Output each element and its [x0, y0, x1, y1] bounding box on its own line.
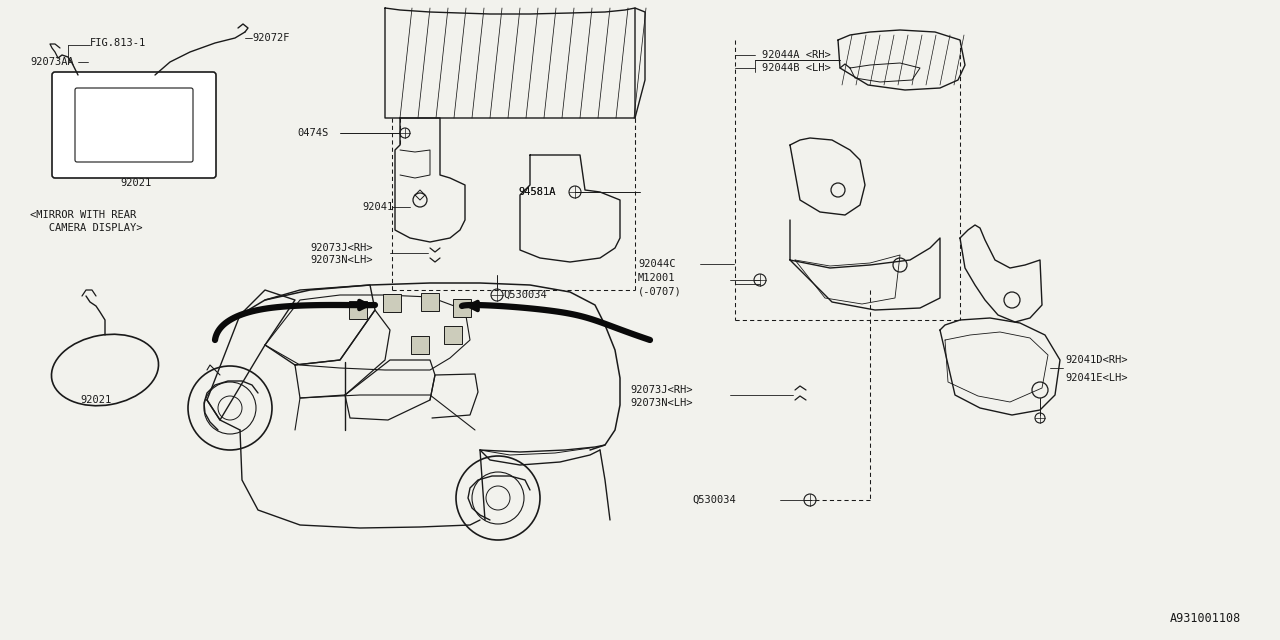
- Text: Q530034: Q530034: [503, 290, 547, 300]
- Text: 92073N<LH>: 92073N<LH>: [630, 398, 692, 408]
- Text: M12001: M12001: [637, 273, 676, 283]
- FancyBboxPatch shape: [52, 72, 216, 178]
- Text: 92044B <LH>: 92044B <LH>: [762, 63, 831, 73]
- Bar: [444, 326, 462, 344]
- Text: 0474S: 0474S: [297, 128, 328, 138]
- Text: 94581A: 94581A: [518, 187, 556, 197]
- Text: (-0707): (-0707): [637, 286, 682, 296]
- Text: 92073J<RH>: 92073J<RH>: [310, 243, 372, 253]
- Bar: [383, 294, 401, 312]
- Text: 92021: 92021: [79, 395, 111, 405]
- Text: 92041D<RH>: 92041D<RH>: [1065, 355, 1128, 365]
- Text: 92073AA: 92073AA: [29, 57, 74, 67]
- Text: A931001108: A931001108: [1170, 611, 1242, 625]
- Text: Q530034: Q530034: [692, 495, 736, 505]
- Text: CAMERA DISPLAY>: CAMERA DISPLAY>: [29, 223, 142, 233]
- Text: 92041: 92041: [362, 202, 393, 212]
- Text: 92073J<RH>: 92073J<RH>: [630, 385, 692, 395]
- Text: 92073N<LH>: 92073N<LH>: [310, 255, 372, 265]
- Text: 92041E<LH>: 92041E<LH>: [1065, 373, 1128, 383]
- Bar: [421, 293, 439, 311]
- Text: 92044A <RH>: 92044A <RH>: [762, 50, 831, 60]
- Text: 92021: 92021: [120, 178, 151, 188]
- Text: 92044C: 92044C: [637, 259, 676, 269]
- Bar: [411, 336, 429, 354]
- Text: <MIRROR WITH REAR: <MIRROR WITH REAR: [29, 210, 136, 220]
- Text: FIG.813-1: FIG.813-1: [90, 38, 146, 48]
- Text: 92072F: 92072F: [252, 33, 289, 43]
- Text: 94581A: 94581A: [518, 187, 556, 197]
- Bar: [349, 301, 367, 319]
- FancyBboxPatch shape: [76, 88, 193, 162]
- Bar: [453, 299, 471, 317]
